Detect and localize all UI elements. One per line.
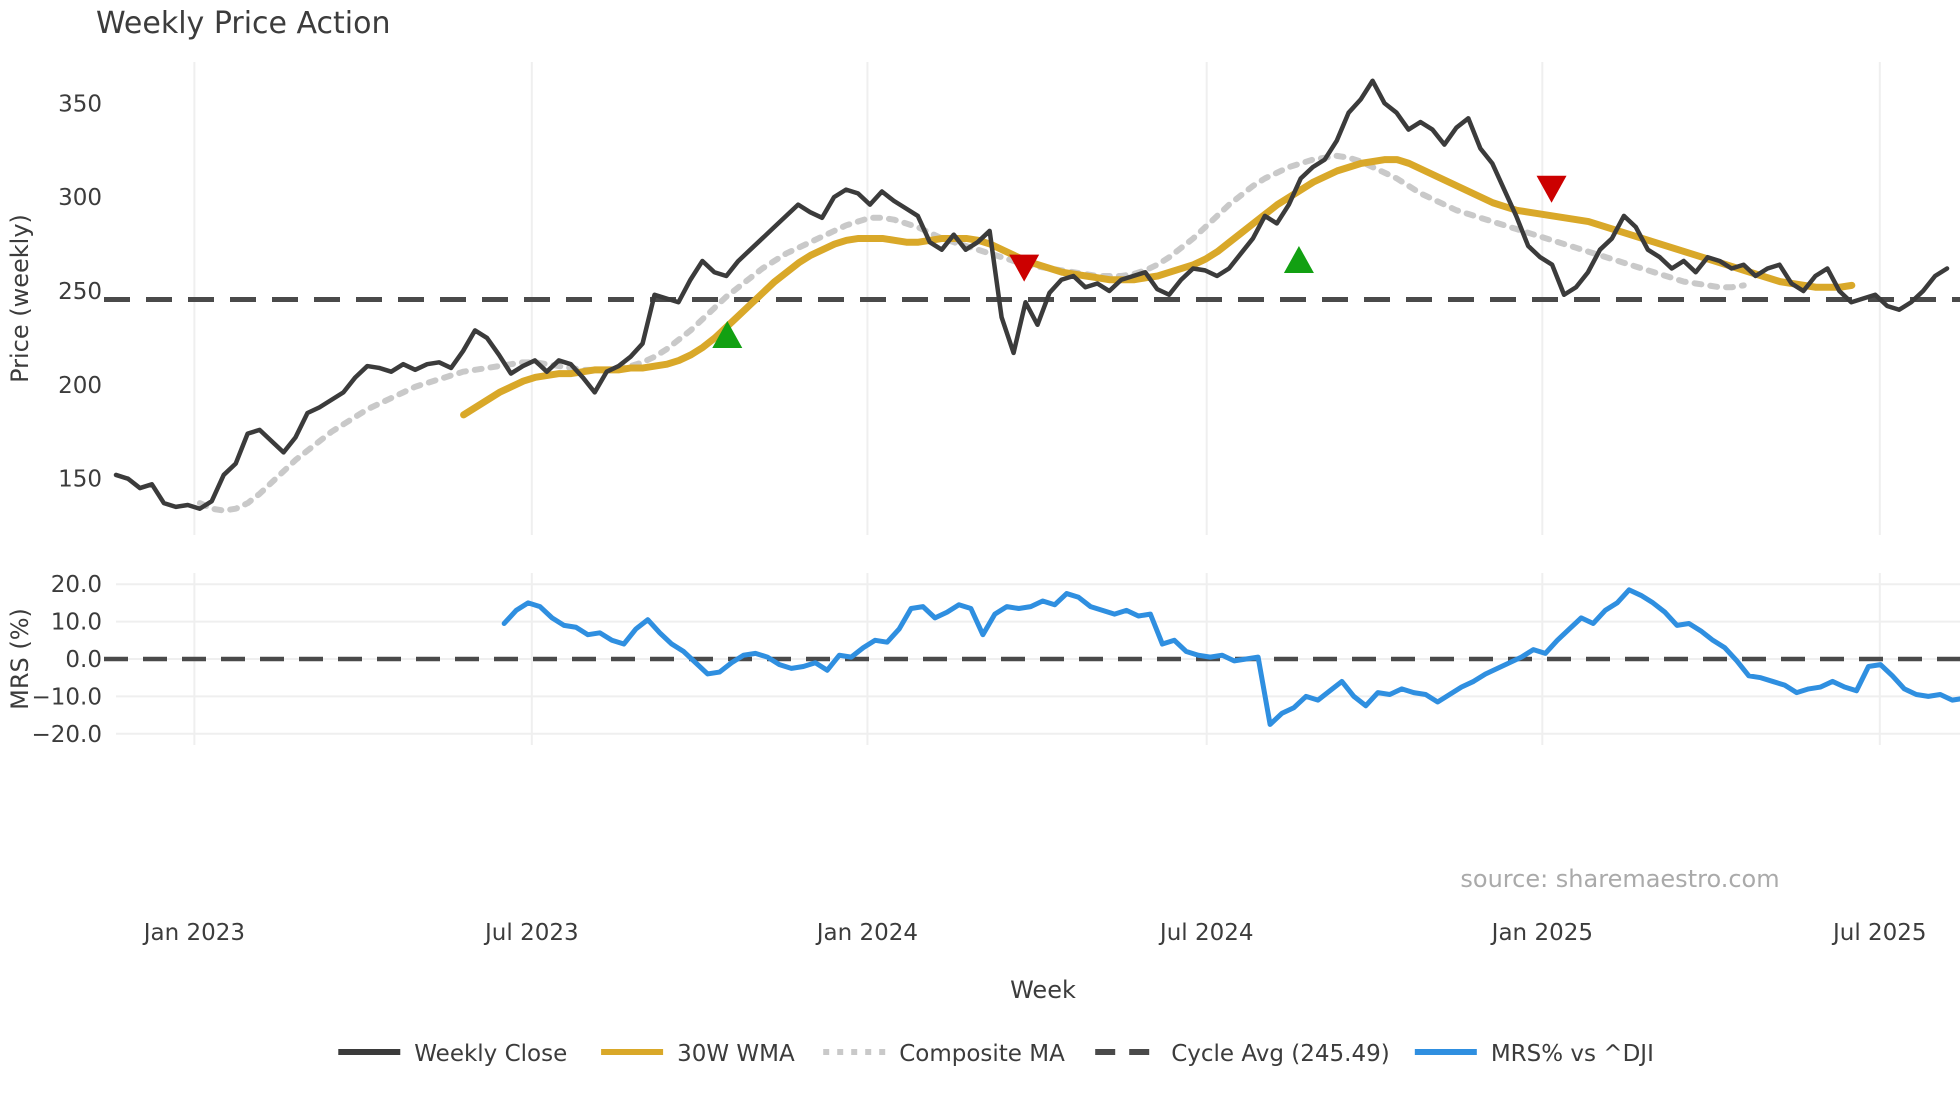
weekly-close-line [113,78,1950,511]
sell-signal-marker-icon [1009,254,1040,282]
x-tick-label: Jul 2023 [483,920,579,946]
x-tick-label: Jan 2025 [1490,920,1593,946]
page-title: Weekly Price Action [96,6,391,41]
price-y-tick-label: 250 [58,279,102,305]
mrs-y-axis-title: MRS (%) [6,608,34,710]
price-y-tick-label: 300 [58,185,102,211]
legend-label: MRS% vs ^DJI [1491,1041,1654,1067]
legend-item[interactable]: Weekly Close [338,1041,567,1067]
price-y-tick-label: 350 [58,91,102,117]
price-panel: 150 200 250 300 350 Price (weekly) [6,62,1960,535]
mrs-y-tick-label: 10.0 [51,610,102,636]
source-watermark: source: sharemaestro.com [1460,865,1779,893]
buy-signal-marker-icon [712,321,743,349]
legend-item[interactable]: MRS% vs ^DJI [1414,1041,1654,1067]
price-y-tick-label: 200 [58,373,102,399]
legend-label: Weekly Close [414,1041,567,1067]
price-y-axis-title: Price (weekly) [6,214,34,383]
x-tick-label: Jul 2025 [1831,920,1927,946]
legend-item[interactable]: 30W WMA [601,1041,795,1067]
buy-signal-marker-icon [1283,245,1314,273]
x-tick-label: Jul 2024 [1158,920,1254,946]
mrs-line [501,587,1960,727]
mrs-y-tick-label: −10.0 [32,684,102,710]
legend-label: 30W WMA [677,1041,795,1067]
mrs-panel: −20.0 −10.0 0.0 10.0 20.0 MRS (%) Jan 2023 Jul … [6,572,1960,1004]
mrs-y-tick-label: −20.0 [32,722,102,748]
x-axis-title: Week [1010,976,1076,1004]
wma-line [460,156,1856,419]
mrs-y-tick-label: 20.0 [51,572,102,598]
legend-item[interactable]: Cycle Avg (245.49) [1095,1041,1390,1067]
chart-legend: Weekly Close 30W WMA Composite MA Cycle Avg… [338,1041,1654,1067]
legend-label: Composite MA [899,1041,1065,1067]
x-tick-label: Jan 2024 [815,920,918,946]
mrs-y-tick-label: 0.0 [65,647,102,673]
legend-item[interactable]: Composite MA [823,1041,1065,1067]
x-tick-label: Jan 2023 [142,920,245,946]
legend-label: Cycle Avg (245.49) [1171,1041,1390,1067]
price-y-tick-label: 150 [58,467,102,493]
sell-signal-marker-icon [1536,175,1567,203]
